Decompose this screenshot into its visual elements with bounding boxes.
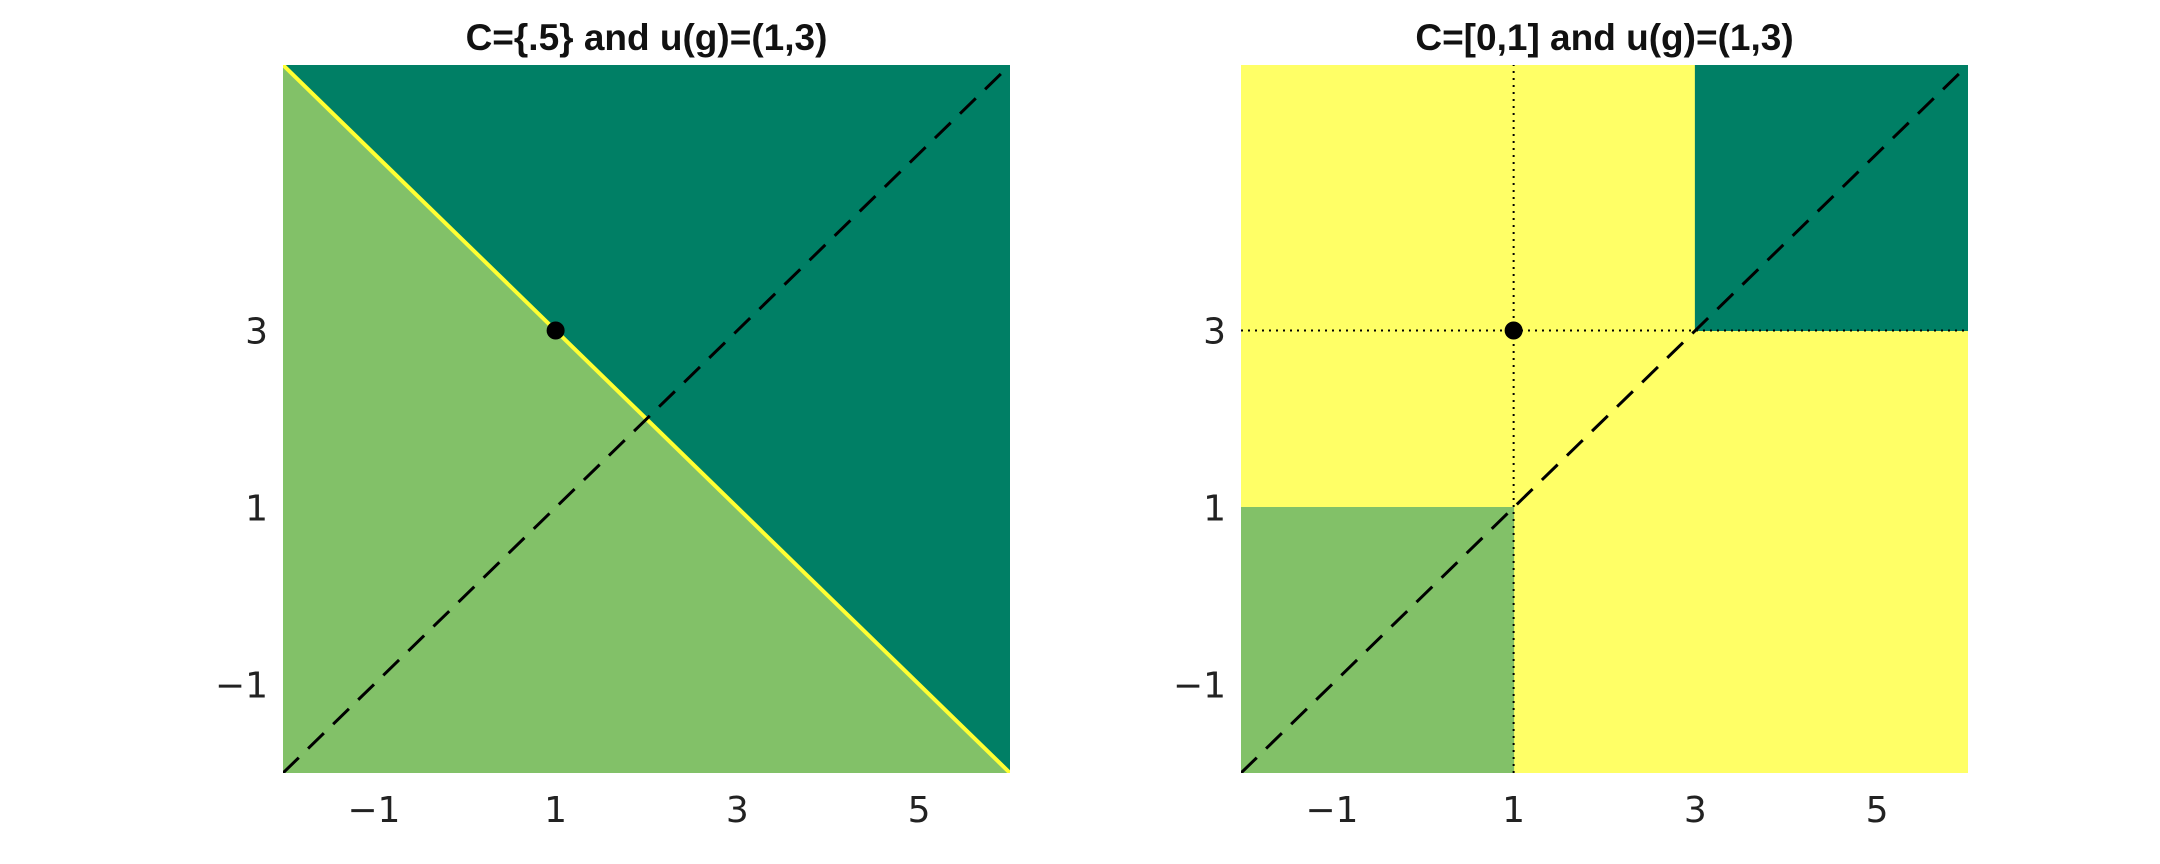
chart-title: C=[0,1] and u(g)=(1,3) [1415, 17, 1793, 58]
x-tick-label: 1 [1502, 790, 1525, 831]
x-tick-label: 5 [908, 790, 931, 831]
x-tick-label: −1 [347, 790, 400, 831]
dashed-diagonal-line [283, 65, 1010, 773]
left-panel: C={.5} and u(g)=(1,3) −1 1 3 5 −1 1 3 [215, 17, 1010, 831]
x-tick-label: 3 [1684, 790, 1707, 831]
y-tick-label: 3 [245, 312, 268, 353]
y-tick-label: −1 [1173, 666, 1226, 707]
plot-area [283, 65, 1010, 773]
x-tick-label: 3 [726, 790, 749, 831]
right-panel: C=[0,1] and u(g)=(1,3) −1 1 3 5 −1 1 3 [1173, 17, 1968, 831]
plot-area [1241, 65, 1968, 773]
data-point [1504, 321, 1523, 340]
y-tick-label: −1 [215, 666, 268, 707]
y-tick-label: 3 [1203, 312, 1226, 353]
x-tick-label: 5 [1866, 790, 1889, 831]
chart-title: C={.5} and u(g)=(1,3) [466, 17, 828, 58]
y-tick-label: 1 [245, 489, 268, 530]
x-tick-label: 1 [544, 790, 567, 831]
dashed-diagonal-line [1241, 65, 1968, 773]
y-tick-label: 1 [1203, 489, 1226, 530]
x-tick-label: −1 [1305, 790, 1358, 831]
data-point [546, 321, 565, 340]
